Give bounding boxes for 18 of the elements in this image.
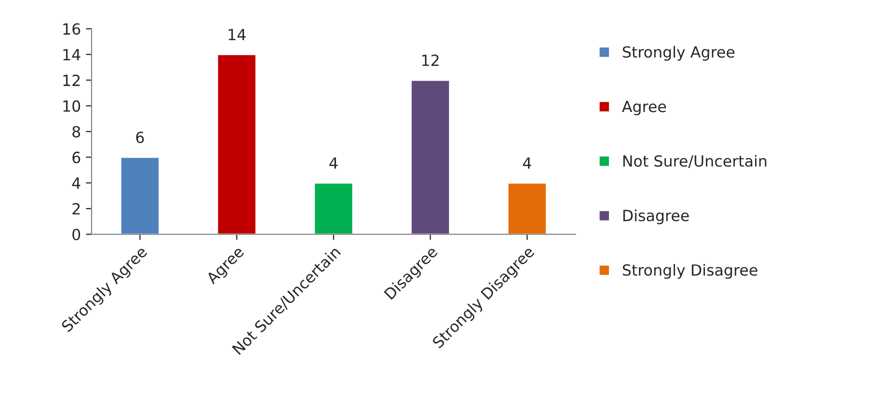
data-label: 6 <box>136 132 144 144</box>
legend-label: Agree <box>622 100 666 116</box>
y-tick-label: 12 <box>63 74 80 86</box>
data-label: 4 <box>523 157 532 169</box>
y-tick-label: 8 <box>72 126 80 138</box>
y-tick-label: 4 <box>72 178 80 189</box>
legend-label: Strongly Agree <box>622 46 734 61</box>
y-tick-label: 16 <box>63 23 80 35</box>
data-label: 12 <box>422 54 439 66</box>
data-label: 4 <box>329 157 338 169</box>
data-label: 14 <box>228 29 246 40</box>
legend-label: Not Sure/Uncertain <box>623 154 766 168</box>
y-tick-label: 2 <box>72 203 80 214</box>
y-tick-label: 0 <box>72 228 80 240</box>
legend-label: Disagree <box>623 209 689 224</box>
y-tick-label: 10 <box>63 100 80 112</box>
y-tick-label: 14 <box>63 49 80 60</box>
y-tick-label: 6 <box>72 152 80 164</box>
